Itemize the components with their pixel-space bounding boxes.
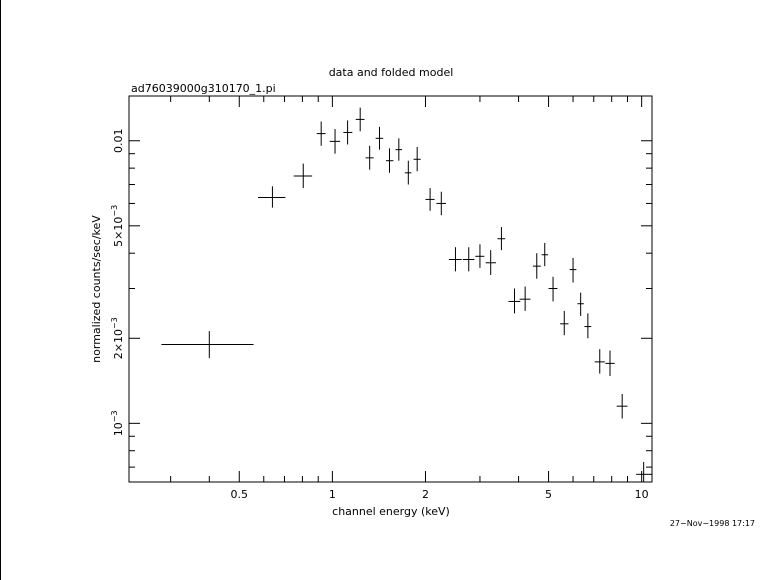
x-axis-label: channel energy (keV) (332, 505, 450, 518)
data-point (497, 227, 506, 251)
y-axis-ticks (129, 140, 652, 468)
x-tick-label: 1 (329, 488, 336, 501)
x-tick-label: 0.5 (231, 488, 249, 501)
x-axis-ticks (170, 96, 643, 482)
y-tick-label-exponent: −3 (110, 317, 119, 329)
data-point (161, 331, 254, 359)
chart-subtitle: ad76039000g310170_1.pi (131, 82, 276, 95)
y-tick-label-text: 2×10−3 (110, 317, 125, 359)
y-tick-label-text: 10−3 (110, 410, 125, 436)
y-tick-label: 0.01 (112, 129, 125, 154)
data-point (258, 186, 286, 208)
data-point (605, 350, 615, 377)
y-tick-label: 5×10−3 (110, 205, 125, 247)
data-point (594, 349, 605, 374)
data-point (425, 188, 435, 211)
x-tick-label: 10 (635, 488, 649, 501)
data-point (365, 145, 374, 170)
data-point (532, 253, 541, 279)
data-point (616, 394, 628, 419)
timestamp: 27−Nov−1998 17:17 (669, 519, 755, 528)
data-point (569, 257, 577, 283)
x-axis-tick-labels: 0.5 1 2 5 10 (231, 488, 649, 501)
data-point (541, 242, 549, 267)
y-axis-label: normalized counts/sec/keV (90, 215, 103, 363)
data-point (475, 244, 485, 268)
data-point (316, 121, 326, 146)
data-point (329, 129, 341, 154)
data-point (560, 310, 569, 336)
data-point (395, 138, 403, 161)
y-tick-label: 2×10−3 (110, 317, 125, 359)
data-point (519, 286, 531, 311)
data-point (462, 247, 475, 272)
y-tick-label-text: 5×10−3 (110, 205, 125, 247)
window-edge (0, 0, 1, 580)
y-tick-label: 10−3 (110, 410, 125, 436)
data-point (584, 313, 592, 339)
data-point (577, 292, 584, 316)
data-point (485, 250, 496, 275)
data-point (508, 288, 521, 314)
data-point (436, 191, 446, 216)
plot-frame (128, 95, 653, 483)
data-points (161, 107, 652, 482)
data-point (413, 147, 421, 172)
y-tick-label-text: 0.01 (112, 129, 125, 154)
chart-title: data and folded model (329, 66, 454, 79)
data-point (293, 163, 313, 189)
y-tick-label-exponent: −3 (110, 205, 119, 217)
data-point (548, 276, 558, 302)
x-tick-label: 5 (545, 488, 552, 501)
data-point (355, 107, 365, 132)
y-tick-label-exponent: −3 (110, 410, 119, 422)
data-point (636, 461, 652, 482)
data-point (375, 126, 384, 150)
data-point (385, 148, 394, 173)
y-axis-tick-labels: 10−3 2×10−3 5×10−3 0.01 (110, 129, 125, 437)
data-point (448, 247, 462, 272)
data-point (343, 120, 353, 145)
data-point (404, 160, 412, 185)
x-tick-label: 2 (422, 488, 429, 501)
